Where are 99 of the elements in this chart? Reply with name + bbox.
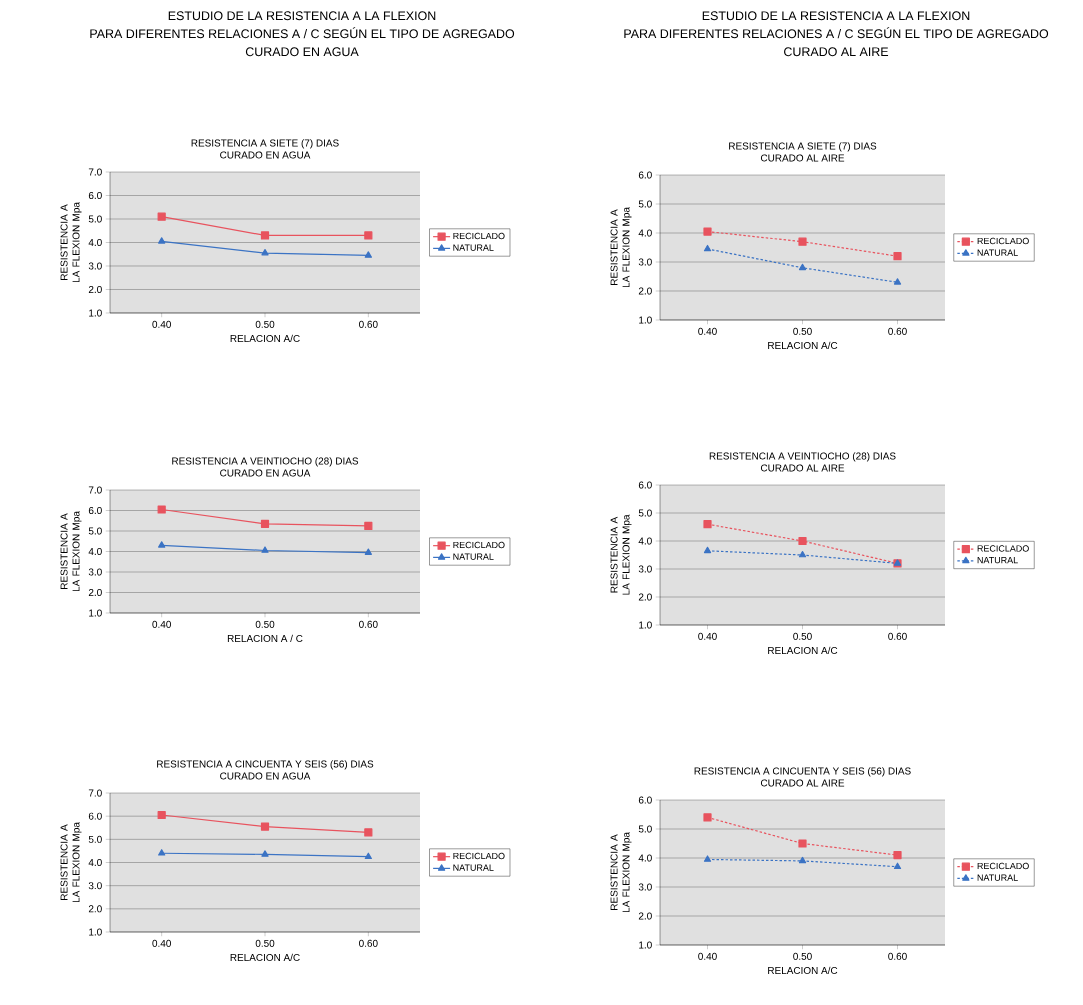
x-axis-title: RELACION A/C	[768, 341, 838, 350]
legend-label: NATURAL	[977, 874, 1018, 881]
x-axis-title: RELACION A / C	[227, 634, 303, 643]
y-tick-label: 5.0	[88, 215, 102, 223]
legend-label: RECICLADO	[977, 237, 1029, 245]
y-tick-label: 6.0	[88, 191, 102, 200]
x-tick-label: 0.50	[255, 620, 275, 628]
y-tick-label: 2.0	[638, 912, 652, 920]
chart-subtitle: CURADO EN AGUA	[220, 772, 311, 780]
y-tick-label: 6.0	[88, 812, 102, 820]
x-axis-title: RELACION A/C	[230, 953, 300, 962]
y-tick-label: 1.0	[89, 309, 102, 317]
y-tick-label: 1.0	[89, 609, 102, 617]
y-tick-label: 1.0	[89, 928, 102, 936]
text: PARA DIFERENTES RELACIONES A / C SEGÚN EL TIPO DE AGREGADO	[90, 27, 515, 39]
y-tick-label: 5.0	[88, 835, 102, 843]
y-tick-label: 5.0	[638, 825, 652, 833]
x-tick-label: 0.40	[698, 327, 717, 335]
y-axis-title: RESISTENCIA A LA FLEXION Mpa	[610, 832, 632, 913]
legend-label: NATURAL	[453, 864, 494, 871]
y-tick-label: 3.0	[638, 258, 652, 266]
x-axis-title: RELACION A/C	[230, 334, 300, 343]
y-tick-label: 2.0	[88, 285, 102, 294]
y-tick-label: 6.0	[638, 796, 652, 804]
x-tick-label: 0.60	[888, 327, 907, 335]
y-axis-title: RESISTENCIA A LA FLEXION Mpa	[60, 511, 82, 592]
y-tick-label: 4.0	[88, 858, 102, 867]
x-tick-label: 0.60	[888, 952, 907, 960]
chart-subtitle: CURADO AL AIRE	[760, 154, 845, 162]
legend-label: NATURAL	[453, 244, 494, 251]
chart-title: RESISTENCIA A SIETE (7) DIAS	[729, 142, 877, 152]
y-tick-label: 3.0	[638, 565, 652, 573]
x-tick-label: 0.60	[359, 939, 378, 947]
chart-title: RESISTENCIA A CINCUENTA Y SEIS (56) DIAS	[694, 767, 911, 777]
y-tick-label: 1.0	[639, 621, 652, 629]
x-tick-label: 0.40	[152, 939, 171, 947]
chart-title: RESISTENCIA A CINCUENTA Y SEIS (56) DIAS	[157, 760, 374, 770]
y-tick-label: 5.0	[638, 509, 652, 517]
y-tick-label: 3.0	[88, 262, 102, 270]
chart-title: RESISTENCIA A VEINTIOCHO (28) DIAS	[709, 452, 896, 462]
y-tick-label: 6.0	[638, 171, 652, 179]
text: CURADO AL AIRE	[784, 47, 889, 57]
x-tick-label: 0.50	[793, 952, 812, 960]
chart-subtitle: CURADO AL AIRE	[760, 464, 845, 472]
y-axis-title: RESISTENCIA A LA FLEXION Mpa	[60, 822, 82, 903]
text: ESTUDIO DE LA RESISTENCIA A LA FLEXION	[168, 11, 436, 21]
y-tick-label: 2.0	[88, 588, 102, 597]
y-tick-label: 4.0	[88, 238, 102, 247]
chart-subtitle: CURADO EN AGUA	[220, 151, 311, 159]
y-tick-label: 2.0	[638, 593, 652, 601]
y-tick-label: 5.0	[638, 200, 652, 208]
legend-label: RECICLADO	[453, 541, 505, 549]
y-tick-label: 7.0	[88, 168, 102, 176]
y-tick-label: 6.0	[88, 506, 102, 515]
y-tick-label: 1.0	[639, 941, 652, 949]
y-tick-label: 1.0	[639, 316, 652, 324]
legend-label: RECICLADO	[453, 232, 505, 240]
y-tick-label: 3.0	[638, 883, 652, 891]
chart-subtitle: CURADO EN AGUA	[220, 469, 311, 477]
x-tick-label: 0.60	[359, 320, 378, 328]
x-axis-title: RELACION A/C	[768, 966, 838, 975]
y-tick-label: 4.0	[638, 854, 652, 862]
legend-label: RECICLADO	[453, 852, 505, 860]
chart-title: RESISTENCIA A VEINTIOCHO (28) DIAS	[172, 457, 359, 467]
y-tick-label: 5.0	[88, 527, 102, 535]
y-axis-title: RESISTENCIA A LA FLEXION Mpa	[610, 207, 632, 288]
x-tick-label: 0.50	[255, 320, 275, 328]
chart-title: RESISTENCIA A SIETE (7) DIAS	[191, 139, 339, 149]
text: PARA DIFERENTES RELACIONES A / C SEGÚN EL TIPO DE AGREGADO	[624, 27, 1049, 39]
x-tick-label: 0.60	[359, 620, 378, 628]
x-tick-label: 0.50	[793, 327, 812, 335]
text: ESTUDIO DE LA RESISTENCIA A LA FLEXION	[702, 11, 970, 21]
y-axis-title: RESISTENCIA A LA FLEXION Mpa	[60, 202, 82, 283]
x-tick-label: 0.40	[698, 632, 717, 640]
x-tick-label: 0.60	[888, 632, 907, 640]
y-tick-label: 4.0	[638, 229, 652, 237]
chart-subtitle: CURADO AL AIRE	[760, 779, 845, 787]
legend-label: NATURAL	[977, 249, 1018, 256]
x-tick-label: 0.50	[255, 939, 275, 947]
y-tick-label: 2.0	[88, 905, 102, 913]
legend-label: RECICLADO	[977, 862, 1029, 870]
y-tick-label: 3.0	[88, 568, 102, 576]
y-tick-label: 2.0	[638, 287, 652, 295]
y-tick-label: 4.0	[88, 547, 102, 556]
x-axis-title: RELACION A/C	[768, 646, 838, 655]
y-tick-label: 7.0	[88, 789, 102, 797]
y-tick-label: 3.0	[88, 882, 102, 890]
y-tick-label: 6.0	[638, 481, 652, 489]
legend-label: NATURAL	[453, 553, 494, 560]
x-tick-label: 0.50	[793, 632, 812, 640]
legend-label: NATURAL	[977, 557, 1018, 564]
x-tick-label: 0.40	[152, 320, 171, 328]
text: CURADO EN AGUA	[245, 47, 359, 57]
x-tick-label: 0.40	[152, 620, 171, 628]
legend-label: RECICLADO	[977, 545, 1029, 552]
y-axis-title: RESISTENCIA A LA FLEXION Mpa	[610, 514, 632, 595]
x-tick-label: 0.40	[698, 952, 717, 960]
y-tick-label: 7.0	[88, 486, 102, 494]
y-tick-label: 4.0	[638, 537, 652, 545]
